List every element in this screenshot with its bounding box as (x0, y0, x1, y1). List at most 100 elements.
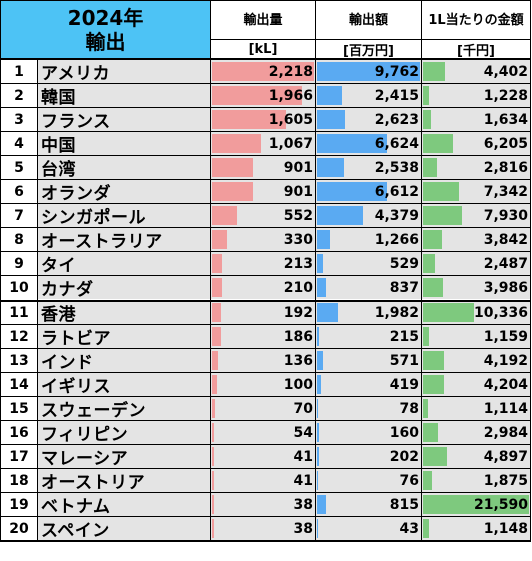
volume-bar (212, 375, 217, 394)
amount-cell: 2,538 (316, 156, 421, 179)
amount-bar (317, 254, 323, 273)
amount-bar (317, 399, 318, 418)
amount-unit: [百万円] (316, 40, 421, 58)
row-divider (0, 155, 531, 156)
amount-value: 419 (389, 376, 419, 393)
amount-bar (317, 86, 342, 105)
amount-value: 160 (389, 424, 419, 441)
unit-price-bar (423, 303, 474, 322)
unit-price-cell: 4,402 (422, 60, 530, 83)
unit-price-value: 3,986 (483, 279, 528, 296)
country-cell: カナダ (38, 276, 210, 299)
rank-cell: 4 (1, 132, 37, 155)
amount-bar (317, 110, 345, 129)
amount-cell: 43 (316, 517, 421, 540)
border-right (530, 0, 531, 541)
amount-cell: 202 (316, 445, 421, 468)
unit-price-bar (423, 327, 429, 346)
unit-price-cell: 4,897 (422, 445, 530, 468)
amount-cell: 837 (316, 276, 421, 299)
volume-cell: 213 (211, 252, 315, 275)
rank-cell: 3 (1, 108, 37, 131)
volume-cell: 192 (211, 301, 315, 324)
amount-cell: 160 (316, 421, 421, 444)
amount-cell: 529 (316, 252, 421, 275)
unit-price-cell: 2,984 (422, 421, 530, 444)
volume-cell: 136 (211, 349, 315, 372)
column-divider (421, 0, 422, 541)
unit-price-value: 1,148 (483, 520, 528, 537)
country-cell: 韓国 (38, 84, 210, 107)
unit-price-bar (423, 495, 529, 514)
amount-value: 2,538 (374, 159, 419, 176)
volume-bar (212, 327, 221, 346)
volume-cell: 41 (211, 445, 315, 468)
volume-value: 1,605 (268, 111, 313, 128)
amount-bar (317, 278, 326, 297)
volume-value: 213 (283, 255, 313, 272)
amount-bar (317, 158, 344, 177)
unit-price-bar (423, 86, 429, 105)
unit-price-cell: 7,342 (422, 180, 530, 203)
unit-price-cell: 1,228 (422, 84, 530, 107)
unit-price-bar (423, 519, 429, 538)
volume-bar (212, 351, 218, 370)
volume-cell: 41 (211, 469, 315, 492)
unit-price-value: 4,402 (483, 63, 528, 80)
country-cell: オーストリア (38, 469, 210, 492)
amount-value: 837 (389, 279, 419, 296)
volume-bar (212, 254, 222, 273)
unit-price-value: 10,336 (473, 304, 528, 321)
unit-price-value: 1,114 (483, 400, 528, 417)
unit-price-cell: 10,336 (422, 301, 530, 324)
unit-price-value: 4,204 (483, 376, 528, 393)
rank-cell: 11 (1, 301, 37, 324)
row-divider (0, 468, 531, 469)
amount-value: 6,624 (374, 135, 419, 152)
volume-value: 186 (283, 328, 313, 345)
rank-cell: 8 (1, 228, 37, 251)
amount-value: 4,379 (374, 207, 419, 224)
amount-value: 2,623 (374, 111, 419, 128)
unit-price-bar (423, 62, 445, 81)
amount-cell: 9,762 (316, 60, 421, 83)
header-unit-divider (211, 39, 531, 40)
rank-cell: 5 (1, 156, 37, 179)
unit-price-bar (423, 351, 444, 370)
header-bottom-divider (0, 58, 531, 60)
unit-price-value: 4,192 (483, 352, 528, 369)
amount-cell: 1,982 (316, 301, 421, 324)
unit-price-value: 1,159 (483, 328, 528, 345)
unit-price-cell: 2,487 (422, 252, 530, 275)
amount-cell: 571 (316, 349, 421, 372)
unit-price-cell: 2,816 (422, 156, 530, 179)
country-cell: フランス (38, 108, 210, 131)
volume-value: 552 (283, 207, 313, 224)
volume-column-header: 輸出量 (211, 1, 315, 39)
amount-cell: 76 (316, 469, 421, 492)
amount-bar (317, 182, 387, 201)
amount-cell: 78 (316, 397, 421, 420)
rank-cell: 6 (1, 180, 37, 203)
amount-bar (317, 206, 363, 225)
unit-price-cell: 1,148 (422, 517, 530, 540)
volume-bar (212, 423, 214, 442)
amount-bar (317, 134, 387, 153)
volume-bar (212, 495, 214, 514)
country-cell: 台湾 (38, 156, 210, 179)
unit-price-value: 1,228 (483, 87, 528, 104)
volume-value: 2,218 (268, 63, 313, 80)
unit-price-value: 6,205 (483, 135, 528, 152)
volume-value: 41 (293, 448, 313, 465)
rank-cell: 16 (1, 421, 37, 444)
country-cell: オーストラリア (38, 228, 210, 251)
unit-price-bar (423, 447, 447, 466)
row-divider (0, 396, 531, 397)
column-divider (315, 0, 316, 541)
amount-cell: 815 (316, 493, 421, 516)
amount-cell: 6,612 (316, 180, 421, 203)
volume-value: 330 (283, 231, 313, 248)
country-cell: スペイン (38, 517, 210, 540)
amount-value: 76 (399, 472, 419, 489)
volume-cell: 2,218 (211, 60, 315, 83)
